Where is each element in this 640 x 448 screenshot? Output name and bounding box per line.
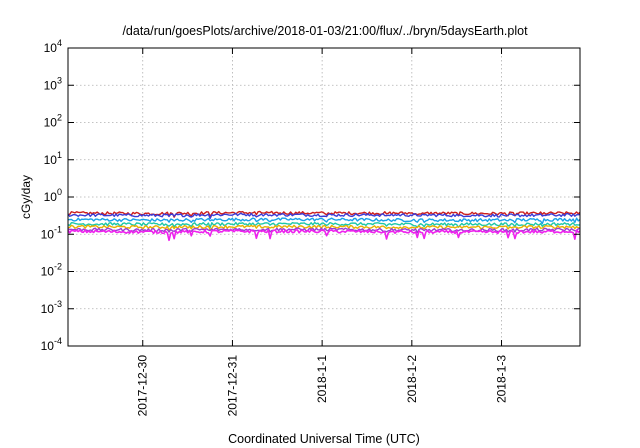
series-line xyxy=(67,212,581,220)
series-line xyxy=(67,221,581,229)
series-layer xyxy=(67,210,581,242)
series-line xyxy=(67,227,581,234)
y-tick-label: 10-4 xyxy=(41,336,62,353)
chart-title: /data/run/goesPlots/archive/2018-01-03/2… xyxy=(122,24,528,38)
x-tick-label: 2018-1-3 xyxy=(495,355,509,403)
grid-lines xyxy=(68,48,580,346)
y-tick-label: 100 xyxy=(44,187,62,204)
x-tick-labels: 2017-12-30 2017-12-31 2018-1-1 2018-1-2 2018… xyxy=(136,355,509,417)
x-tick-label: 2018-1-1 xyxy=(315,355,329,403)
y-tick-label: 103 xyxy=(44,75,62,92)
series-line xyxy=(67,224,581,231)
y-tick-label: 10-3 xyxy=(41,299,62,316)
y-axis-label: cGy/day xyxy=(19,175,33,219)
axis-ticks xyxy=(68,47,580,347)
series-line xyxy=(67,217,581,225)
x-axis-label: Coordinated Universal Time (UTC) xyxy=(228,432,420,446)
y-tick-label: 101 xyxy=(44,150,62,167)
y-tick-labels: 10-4 10-3 10-2 10-1 100 101 102 103 104 xyxy=(41,38,62,353)
x-tick-label: 2018-1-2 xyxy=(405,355,419,403)
y-tick-label: 10-2 xyxy=(41,262,62,279)
y-tick-label: 10-1 xyxy=(41,224,62,241)
y-tick-label: 102 xyxy=(44,113,62,130)
x-tick-label: 2017-12-30 xyxy=(136,355,150,417)
x-tick-label: 2017-12-31 xyxy=(225,355,239,417)
series-line xyxy=(67,229,581,242)
y-tick-label: 104 xyxy=(44,38,62,55)
